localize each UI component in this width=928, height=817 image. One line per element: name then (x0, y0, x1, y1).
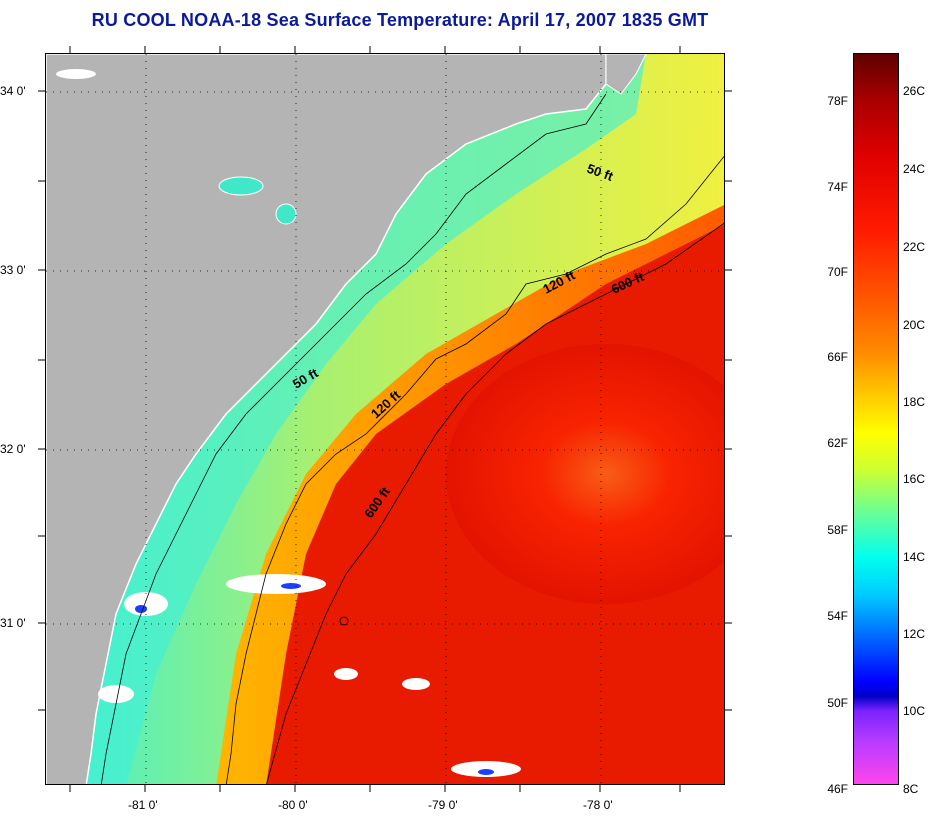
cloud-patches (56, 69, 521, 777)
sst-map-canvas: 50 ft 120 ft 600 ft 50 ft 120 ft 600 ft (46, 54, 724, 784)
isobath-600ft (266, 222, 724, 784)
colorbar-label-f: 46F (827, 782, 848, 796)
isobath-50ft (100, 93, 607, 784)
colorbar-label-c: 26C (903, 84, 926, 98)
colorbar-label-f: 66F (827, 350, 848, 364)
latitude-label: 33 0' (0, 263, 26, 277)
land-cape (605, 54, 647, 95)
isobath-contour-ring (339, 616, 349, 626)
colorbar-label-c: 24C (903, 162, 926, 176)
colorbar-label-f: 62F (827, 436, 848, 450)
colorbar-label-c: 22C (903, 240, 926, 254)
coordinate-grid (46, 54, 724, 784)
colorbar-label-f: 74F (827, 180, 848, 194)
colorbar-label-f: 50F (827, 696, 848, 710)
map-title: RU COOL NOAA-18 Sea Surface Temperature:… (91, 10, 709, 30)
warm-eddy (446, 344, 724, 604)
colorbar-label-f: 78F (827, 94, 848, 108)
inland-lake (218, 176, 264, 196)
latitude-label: 31 0' (0, 616, 26, 630)
colorbar-label-c: 10C (903, 704, 926, 718)
land-mass (46, 54, 607, 784)
longitude-label: -78 0' (583, 798, 613, 812)
colorbar-label-f: 70F (827, 265, 848, 279)
temperature-colorbar (853, 53, 899, 785)
colorbar-label-c: 16C (903, 472, 926, 486)
colorbar-label-c: 12C (903, 627, 926, 641)
inland-lake (275, 203, 297, 225)
latitude-label: 34 0' (0, 84, 26, 98)
colorbar-label-f: 58F (827, 523, 848, 537)
sst-map: 50 ft 120 ft 600 ft 50 ft 120 ft 600 ft (45, 53, 725, 785)
isobath-120ft (225, 155, 724, 784)
longitude-label: -79 0' (428, 798, 458, 812)
colorbar-label-f: 54F (827, 609, 848, 623)
colorbar-label-c: 14C (903, 550, 926, 564)
latitude-label: 32 0' (0, 442, 26, 456)
colorbar-label-c: 8C (903, 782, 919, 796)
colorbar-label-c: 20C (903, 318, 926, 332)
longitude-label: -81 0' (128, 798, 158, 812)
colorbar-label-c: 18C (903, 395, 926, 409)
longitude-label: -80 0' (278, 798, 308, 812)
